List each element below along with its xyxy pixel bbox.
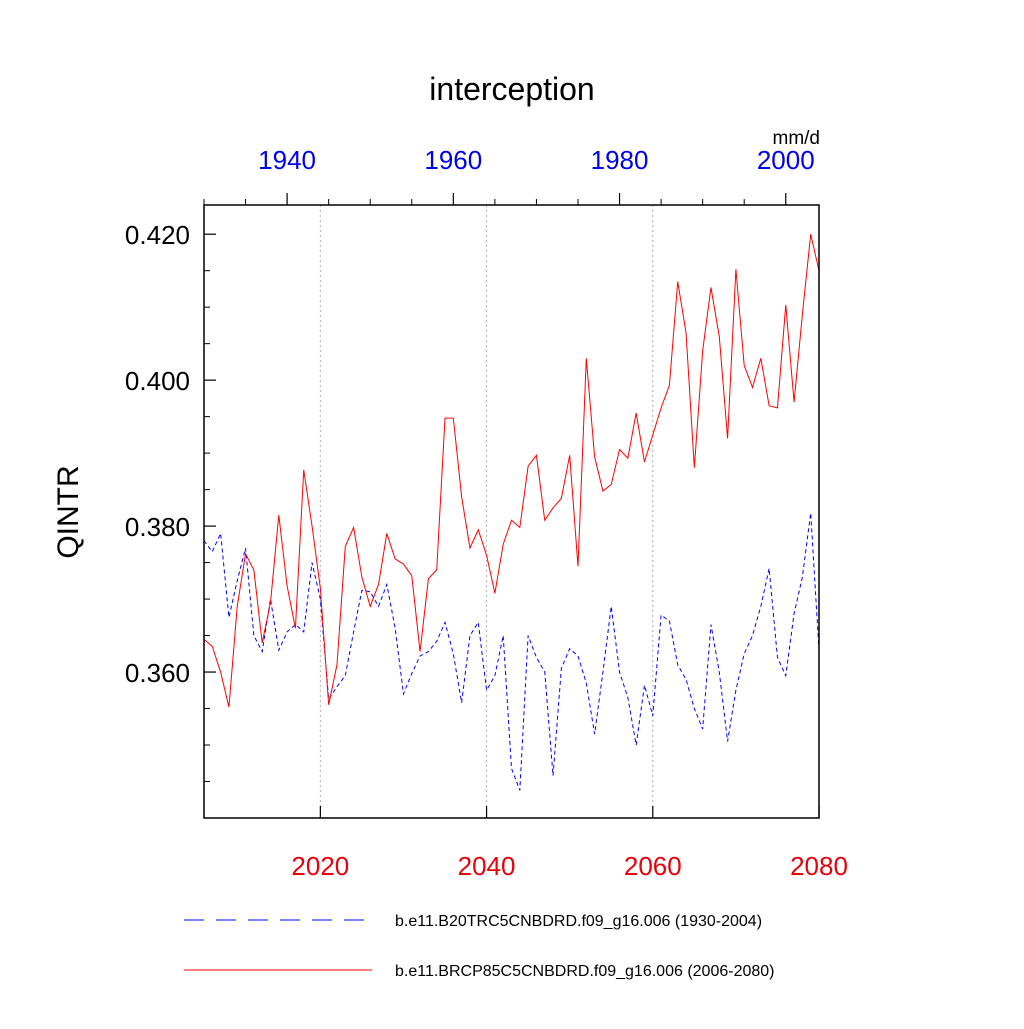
x-top-tick-label: 2000 xyxy=(757,145,815,175)
series-line-1 xyxy=(203,234,820,708)
legend-label-0: b.e11.B20TRC5CNBDRD.f09_g16.006 (1930-20… xyxy=(395,913,762,930)
y-tick-label: 0.380 xyxy=(125,512,190,542)
x-bottom-tick-label: 2080 xyxy=(790,851,848,881)
y-tick-label: 0.420 xyxy=(125,220,190,250)
axis-layer: 0.360 0.380 0.400 0.420 2020 2040 2060 2080 1940… xyxy=(125,145,848,881)
units-label: mm/d xyxy=(773,128,821,149)
y-tick-label: 0.400 xyxy=(125,366,190,396)
x-top-tick-label: 1980 xyxy=(591,145,649,175)
series-layer xyxy=(203,234,820,791)
chart-title: interception xyxy=(429,71,594,107)
plot-frame xyxy=(203,204,820,819)
legend-label-1: b.e11.BRCP85C5CNBDRD.f09_g16.006 (2006-2… xyxy=(395,963,774,980)
y-axis-label: QINTR xyxy=(52,465,85,558)
x-top-tick-label: 1940 xyxy=(258,145,316,175)
x-top-tick-label: 1960 xyxy=(424,145,482,175)
x-bottom-tick-label: 2040 xyxy=(458,851,516,881)
series-line-0 xyxy=(203,512,820,791)
y-tick-label: 0.360 xyxy=(125,658,190,688)
x-bottom-tick-label: 2020 xyxy=(291,851,349,881)
x-bottom-tick-label: 2060 xyxy=(624,851,682,881)
legend-layer: b.e11.B20TRC5CNBDRD.f09_g16.006 (1930-20… xyxy=(184,913,774,980)
